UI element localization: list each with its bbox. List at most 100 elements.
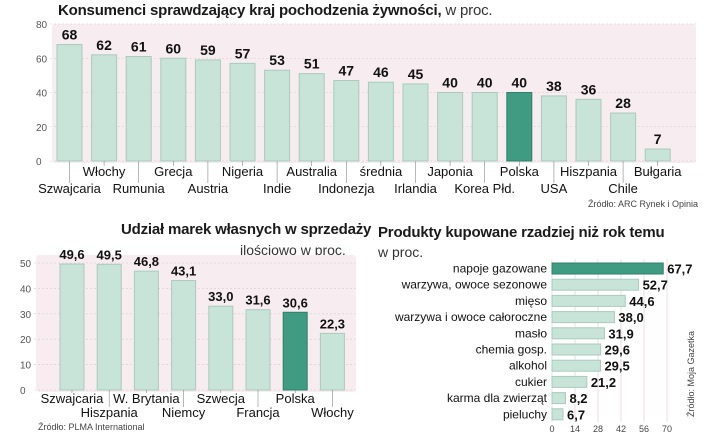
chart3-plot: 0 14 28 42 56 70 napoje gazowane 67,7 warzywa, o… <box>394 259 693 434</box>
chart-private-labels: Udział marek własnych w sprzedaży ilości… <box>0 215 371 436</box>
chart2-category-label: Polska <box>276 391 316 406</box>
chart1-value-label: 59 <box>200 42 216 58</box>
chart3-category-label: chemia gosp. <box>476 343 547 357</box>
chart1-value-label: 61 <box>131 39 147 55</box>
chart1-bar-szwajcaria <box>56 44 83 162</box>
chart1-bar-srednia <box>367 81 394 162</box>
chart1-bar-japonia <box>437 92 464 162</box>
chart2-plot: 0 10 20 30 40 50 49,6 Szwajcaria 49,5 Hiszpania 46… <box>20 247 356 420</box>
chart1-value-label: 7 <box>654 131 662 147</box>
chart2-bar-wlochy <box>319 332 345 391</box>
chart3-category-label: warzywa i owoce całoroczne <box>394 310 547 324</box>
chart1-ytick-label: 60 <box>36 54 48 65</box>
chart3-subtitle: w proc. <box>378 244 424 260</box>
chart2-category-label: Włochy <box>311 405 354 420</box>
chart1-category-label: Indonezja <box>318 181 375 196</box>
chart2-category-label: Szwajcaria <box>41 391 105 406</box>
chart1-category-label: Polska <box>500 164 540 179</box>
chart3-xtick-label: 42 <box>616 424 626 434</box>
chart1-category-label: Indie <box>263 181 291 196</box>
chart3-bar-mieso <box>551 294 626 307</box>
chart2-ytick-label: 20 <box>20 335 32 346</box>
chart1-value-label: 53 <box>269 52 285 68</box>
chart1-source: Źródło: ARC Rynek i Opinia <box>587 199 698 209</box>
chart1-bar-hiszpania <box>575 98 602 162</box>
chart3-category-label: mięso <box>515 294 547 308</box>
chart3-category-label: karma dla zwierząt <box>447 391 548 405</box>
chart1-category-label: Irlandia <box>394 181 437 196</box>
chart1-bar-grecja <box>160 57 187 162</box>
chart1-value-label: 60 <box>166 40 182 56</box>
chart2-value-label: 31,6 <box>245 293 270 308</box>
chart3-xtick-label: 14 <box>570 424 580 434</box>
chart3-bar-napoje-gazowane <box>551 262 664 275</box>
chart3-bar-alkohol <box>551 359 601 372</box>
chart3-category-label: pieluchy <box>503 407 547 421</box>
chart1-ytick-label: 0 <box>36 157 42 168</box>
chart1-bar-austria <box>194 59 221 162</box>
chart1-value-label: 36 <box>581 81 597 97</box>
chart1-bar-polska <box>506 92 533 162</box>
chart2-value-label: 49,5 <box>97 247 122 262</box>
chart3-title: Produkty kupowane rzadziej niż rok temu <box>378 224 665 241</box>
chart1-bar-usa <box>540 95 567 162</box>
chart3-value-label: 29,6 <box>605 343 630 358</box>
chart-country-origin: Konsumenci sprawdzający kraj pochodzenia… <box>0 0 720 215</box>
chart2-bar-szwecja <box>208 305 234 391</box>
chart1-title: Konsumenci sprawdzający kraj pochodzenia… <box>58 2 493 19</box>
chart1-value-label: 38 <box>546 78 562 94</box>
chart2-value-label: 43,1 <box>171 264 196 279</box>
chart1-value-label: 28 <box>615 95 631 111</box>
chart3-value-label: 21,2 <box>591 375 616 390</box>
chart3-value-label: 38,0 <box>618 310 643 325</box>
chart1-category-label: Hiszpania <box>560 164 618 179</box>
chart1-bar-wlochy <box>91 54 118 162</box>
chart2-bar-szwajcaria <box>59 263 85 391</box>
chart1-value-label: 68 <box>62 27 78 43</box>
chart1-category-label: Korea Płd. <box>454 181 515 196</box>
chart1-bar-indie <box>264 69 291 162</box>
chart2-value-label: 49,6 <box>59 247 84 262</box>
chart1-value-label: 40 <box>477 75 493 91</box>
chart2-ytick-label: 0 <box>20 386 26 397</box>
chart2-bar-w-brytania <box>133 270 159 391</box>
chart1-bar-chile <box>610 112 637 162</box>
chart2-ytick-label: 40 <box>20 284 32 295</box>
chart1-category-label: Włochy <box>83 164 126 179</box>
chart-products-less: Produkty kupowane rzadziej niż rok temu … <box>365 215 720 436</box>
chart2-bar-francja <box>245 309 271 391</box>
chart1-bar-korea-pld <box>471 92 498 162</box>
chart3-bar-chemia-gosp <box>551 343 602 356</box>
chart1-category-label: Nigeria <box>222 164 264 179</box>
chart3-bar-karma-dla-zwierzat <box>551 392 566 405</box>
chart3-value-label: 52,7 <box>643 278 668 293</box>
chart1-category-label: Japonia <box>427 164 473 179</box>
chart2-title: Udział marek własnych w sprzedaży <box>121 221 372 238</box>
chart2-ytick-label: 10 <box>20 361 32 372</box>
chart2-subtitle: ilościowo w proc. <box>240 242 346 258</box>
chart2-category-label: Niemcy <box>162 405 206 420</box>
chart3-bar-pieluchy <box>551 408 564 421</box>
chart1-category-label: USA <box>541 181 568 196</box>
chart3-category-label: warzywa, owoce sezonowe <box>401 278 548 292</box>
chart3-value-label: 8,2 <box>569 391 587 406</box>
chart1-value-label: 57 <box>235 45 251 61</box>
chart1-plot: 0 20 40 60 80 68 Szwajcaria 62 Włochy 61 Rumunia 60… <box>36 20 696 196</box>
chart3-category-label: alkohol <box>509 359 547 373</box>
chart3-bar-warzywa-i-owoce-caloroczne <box>551 311 615 324</box>
chart3-value-label: 31,9 <box>608 326 633 341</box>
chart3-xtick-label: 56 <box>639 424 649 434</box>
chart1-category-label: Bułgaria <box>634 164 682 179</box>
chart1-bar-australia <box>298 73 325 162</box>
chart1-ytick-label: 40 <box>36 89 48 100</box>
chart2-category-label: W. Brytania <box>113 391 180 406</box>
chart1-value-label: 40 <box>512 75 528 91</box>
chart2-category-label: Hiszpania <box>81 405 139 420</box>
chart2-category-label: Szwecja <box>197 391 246 406</box>
chart1-category-label: Australia <box>286 164 337 179</box>
chart1-bar-bulgaria <box>644 148 671 162</box>
chart2-bar-hiszpania <box>96 263 122 391</box>
chart3-value-label: 6,7 <box>567 407 585 422</box>
chart3-bar-maslo <box>551 327 605 340</box>
chart2-source: Źródło: PLMA International <box>38 422 145 432</box>
